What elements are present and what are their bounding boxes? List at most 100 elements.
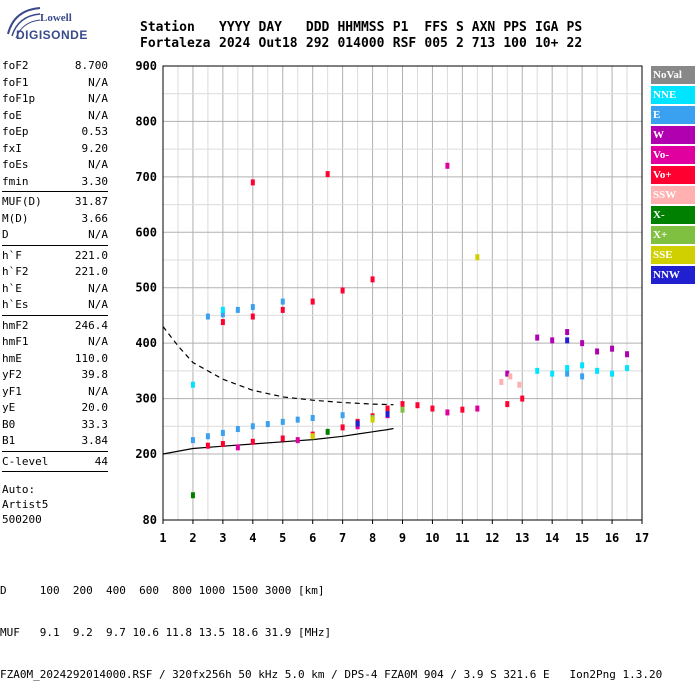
legend-entry: W [651,126,695,144]
echo-point [340,424,345,431]
echo-point [550,337,555,344]
param-value: N/A [88,228,108,241]
header-cell: RSF [392,36,417,51]
param-value: 8.700 [74,59,108,72]
polarization-legend: NoVal NNE E W Vo- Vo+ SSW X- X+ SSE NNW [651,66,695,286]
header-cell: HHMMSS [337,20,385,35]
echo-point [535,334,540,341]
echo-point [220,311,225,318]
param-separator [2,450,108,452]
param-value: N/A [88,158,108,171]
param-value: 33.3 [81,417,109,431]
x-tick-label: 2 [189,531,196,545]
echo-point [310,433,315,440]
x-tick-label: 6 [309,531,316,545]
param-separator [2,191,108,192]
param-key: foEp [2,125,29,138]
echo-point [250,304,255,311]
echo-point [400,401,405,408]
y-tick-label: 300 [135,392,157,406]
y-tick-label: 900 [135,59,157,73]
header-cell: PS [566,20,583,35]
echo-point [235,306,240,313]
param-row: hmF1 N/A [2,334,108,351]
x-tick-label: 16 [605,531,619,545]
echo-point [535,367,540,374]
echo-point [280,298,285,305]
x-tick-label: 10 [425,531,439,545]
param-key: B0 [2,417,16,431]
param-value: N/A [88,75,108,89]
param-row: foF2 8.700 [2,58,108,75]
echo-point [220,319,225,326]
echo-point [205,313,210,320]
param-key: C-level [2,454,49,468]
echo-point [580,373,585,380]
header-cell: 014000 [337,36,385,51]
legend-entry: Vo- [651,146,695,164]
echo-point [610,370,615,377]
x-tick-label: 15 [575,531,589,545]
footer-distance-row: D 100 200 400 600 800 1000 1500 3000 [km… [0,584,325,597]
echo-point [250,423,255,430]
legend-entry: NNW [651,266,695,284]
echo-point [265,421,270,428]
echo-point [235,426,240,433]
footer-file-row: FZA0M_2024292014000.RSF / 320fx256h 50 k… [0,668,663,681]
param-row: foEp 0.53 [2,124,108,141]
param-value: N/A [88,108,108,122]
header-cell: IGA [534,20,559,35]
param-row: yF2 39.8 [2,367,108,384]
header-cell: 100 [503,36,527,51]
header-cell: 713 [471,36,496,51]
echo-point [505,401,510,408]
param-key: foF1 [2,75,29,89]
param-key: B1 [2,434,16,447]
x-tick-label: 13 [515,531,529,545]
echo-point [610,345,615,352]
param-key: fmin [2,174,29,188]
param-row: fxI 9.20 [2,141,108,158]
header-cell: DAY [258,20,282,35]
param-key: foE [2,108,22,122]
param-row: B0 33.3 [2,417,108,434]
echo-point [517,381,522,388]
param-key: yF2 [2,368,22,381]
param-key: yF1 [2,384,22,398]
header-cell: 2024 [219,36,251,51]
x-tick-label: 5 [279,531,286,545]
echo-point [220,306,225,313]
echo-point [340,412,345,419]
echo-point [385,411,390,418]
auto-line: 500200 [2,513,42,526]
param-key: fxI [2,141,22,155]
param-key: D [2,228,9,241]
param-row: h`F2 221.0 [2,264,108,281]
echo-point [250,179,255,186]
param-key: M(D) [2,211,29,225]
echo-point [475,405,480,412]
echo-point [430,405,435,412]
param-row: foEs N/A [2,157,108,174]
echo-point [220,429,225,436]
echo-point [190,437,195,444]
param-row: yE 20.0 [2,400,108,417]
param-value: 9.20 [81,141,109,155]
param-key: foF2 [2,59,29,72]
echo-point [370,276,375,283]
y-tick-label: 700 [135,170,157,184]
param-value: N/A [88,298,108,311]
logo-line1: Lowell [40,12,72,24]
y-tick-label: 800 [135,114,157,128]
echo-point [310,298,315,305]
echo-point [205,433,210,440]
scaled-parameters: foF2 8.700 foF1 N/A foF1p N/A foE N/A foEp 0.53 fx… [2,58,108,474]
param-key: hmF1 [2,335,29,348]
param-row: foE N/A [2,108,108,125]
param-value: N/A [88,384,108,398]
param-row: M(D) 3.66 [2,211,108,228]
y-tick-label: 600 [135,225,157,239]
echo-point [475,254,480,261]
echo-point [235,444,240,451]
param-row: hmF2 246.4 [2,318,108,335]
